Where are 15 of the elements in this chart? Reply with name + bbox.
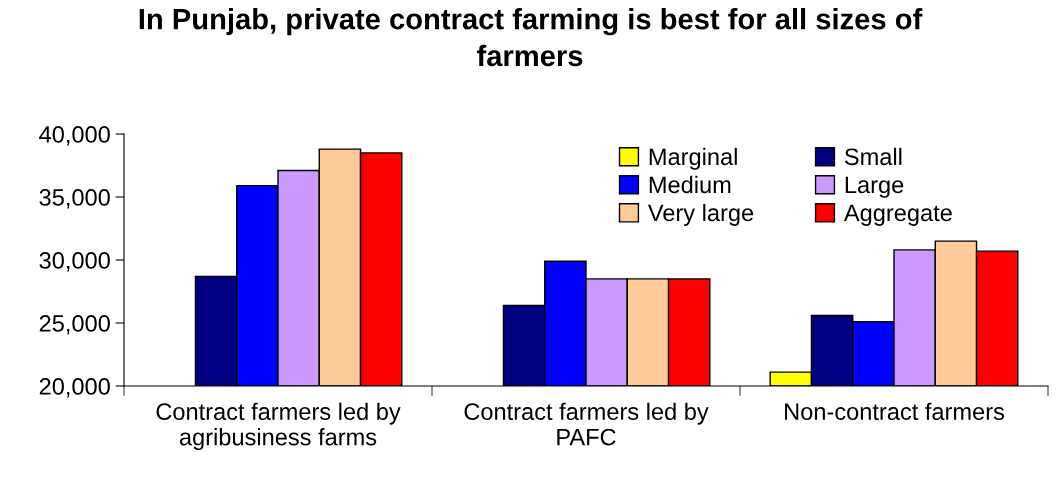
y-tick-label: 25,000 xyxy=(39,315,110,335)
y-tick-label: 30,000 xyxy=(39,252,110,272)
legend-label: Very large xyxy=(647,203,754,226)
y-tick-label: 40,000 xyxy=(39,126,110,146)
legend-label: Marginal xyxy=(649,147,737,170)
y-tick-label: 20,000 xyxy=(39,378,110,398)
legend-label: Large xyxy=(845,176,904,198)
x-tick-label: Contract farmers led by PAFC xyxy=(464,402,709,446)
legend-label: Small xyxy=(844,147,902,166)
chart-title: In Punjab, private contract farming is best for all sizes of farmers xyxy=(139,8,923,67)
y-tick-label: 35,000 xyxy=(39,189,110,209)
legend-label: Medium xyxy=(649,175,731,194)
legend-label: Aggregate xyxy=(843,204,952,226)
x-tick-label: Contract farmers led by agribusiness farms xyxy=(156,402,401,451)
x-tick-label: Non-contract farmers xyxy=(785,402,1005,421)
